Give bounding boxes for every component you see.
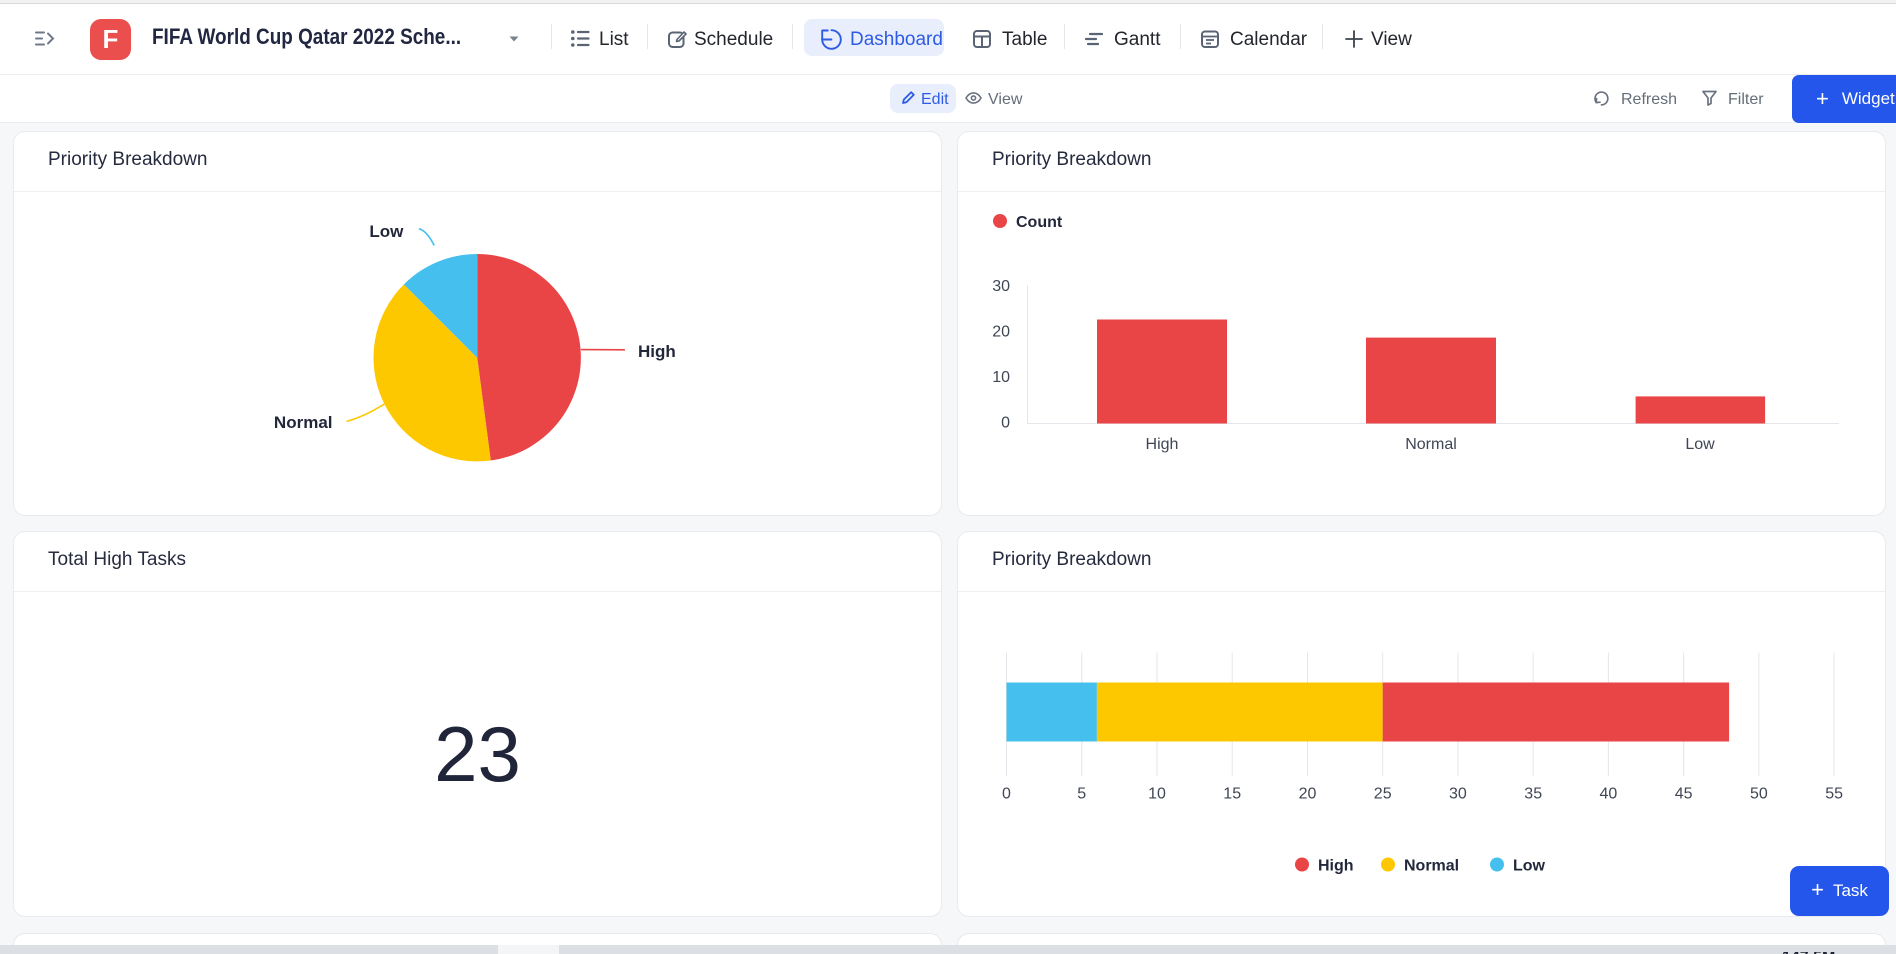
svg-text:45: 45	[1675, 786, 1693, 803]
svg-text:25: 25	[1374, 786, 1392, 803]
svg-text:High: High	[1146, 436, 1179, 453]
svg-text:High: High	[1318, 858, 1354, 875]
svg-text:Low: Low	[1685, 436, 1715, 453]
svg-text:20: 20	[1299, 786, 1317, 803]
svg-text:Normal: Normal	[1405, 436, 1457, 453]
svg-text:15: 15	[1223, 786, 1241, 803]
svg-text:5: 5	[1077, 786, 1086, 803]
svg-text:55: 55	[1825, 786, 1843, 803]
svg-text:30: 30	[992, 278, 1010, 295]
svg-text:Normal: Normal	[274, 413, 333, 432]
svg-text:Low: Low	[1513, 858, 1546, 875]
svg-text:10: 10	[992, 369, 1010, 386]
svg-text:0: 0	[1001, 415, 1010, 432]
svg-text:Normal: Normal	[1404, 858, 1459, 875]
svg-text:30: 30	[1449, 786, 1467, 803]
svg-text:20: 20	[992, 324, 1010, 341]
svg-text:35: 35	[1524, 786, 1542, 803]
svg-text:10: 10	[1148, 786, 1166, 803]
svg-text:Count: Count	[1016, 214, 1063, 231]
svg-text:Low: Low	[369, 222, 404, 241]
svg-text:0: 0	[1002, 786, 1011, 803]
svg-text:High: High	[638, 342, 676, 361]
svg-text:40: 40	[1600, 786, 1618, 803]
svg-text:50: 50	[1750, 786, 1768, 803]
